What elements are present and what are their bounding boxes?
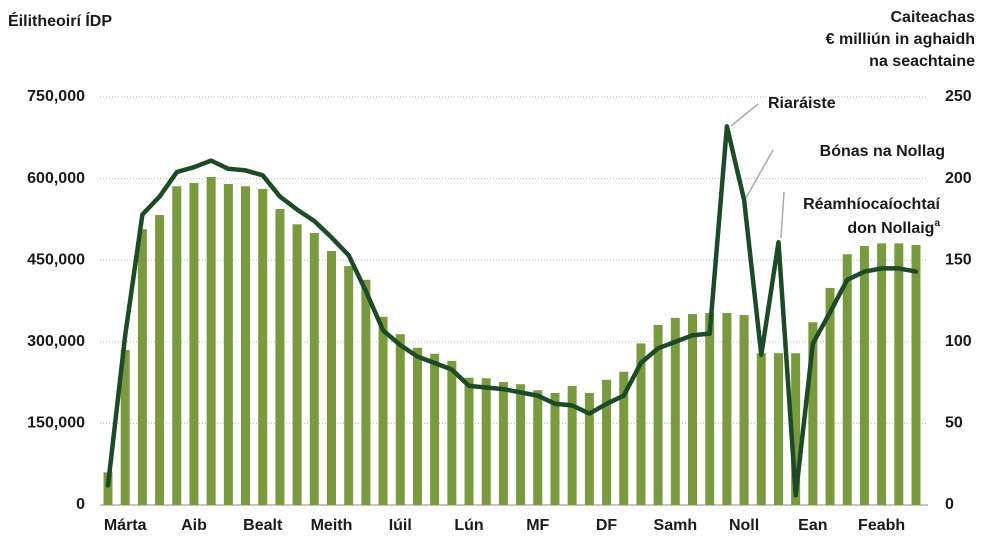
bar [292,224,302,505]
y2-tick-label: 50 [945,415,963,432]
bar [516,384,526,505]
annotation: Riaráiste [768,95,836,112]
x-tick-label: Iúil [389,517,412,534]
bar [447,360,457,505]
bar [739,315,749,505]
bar [859,246,869,505]
bar [361,279,371,505]
y-tick-label: 300,000 [27,333,85,350]
annotation-leader [745,149,774,199]
bar [808,322,818,505]
x-tick-label: Lún [454,517,483,534]
bar [326,250,336,505]
annotation-leader [780,191,785,239]
annotation-marker: a [934,218,940,229]
bar [842,254,852,505]
bar [206,176,216,505]
bar [911,244,921,505]
bar [309,233,319,505]
x-tick-label: Márta [104,517,147,534]
x-tick-label: Aib [181,517,207,534]
bar [533,390,543,505]
y2-axis-title: Caiteachas [891,9,976,26]
bar [670,317,680,505]
bar [877,243,887,505]
bar [550,392,560,505]
x-tick-label: Meith [311,517,353,534]
y-axis-title: Éilitheoirí ÍDP [8,11,112,30]
bar [412,347,422,505]
x-tick-label: Samh [654,517,698,534]
bar [189,182,199,505]
y2-axis-title: € milliún in aghaidh [826,31,975,48]
bar [103,472,113,505]
y2-tick-label: 100 [945,333,972,350]
bar [756,353,766,505]
bar [825,287,835,505]
bar [378,316,388,505]
bar [344,266,354,505]
bar [258,188,268,505]
y2-tick-label: 200 [945,170,972,187]
bar [705,312,715,505]
x-tick-label: DF [596,517,618,534]
annotation: Bónas na Nollag [820,143,945,160]
bar [722,312,732,505]
y-tick-label: 750,000 [27,88,85,105]
bar [155,215,165,505]
bar [602,379,612,505]
y2-tick-label: 150 [945,251,972,268]
bar [688,314,698,505]
bar [498,382,508,505]
bar [430,353,440,505]
bar [791,353,801,505]
bar [223,184,233,506]
bar [120,349,130,505]
bar [894,243,904,505]
annotation: Réamhíocaíochtaí [803,196,940,213]
x-tick-label: MF [526,517,549,534]
y-tick-label: 0 [76,496,85,513]
bar [567,385,577,505]
y-tick-label: 150,000 [27,415,85,432]
y2-tick-label: 250 [945,88,972,105]
annotation: don Nollaiga [847,218,940,237]
bar [275,209,285,505]
bar [395,334,405,505]
bar [584,392,594,505]
x-tick-label: Bealt [243,517,283,534]
bar [653,324,663,505]
bar [636,343,646,505]
bar [619,371,629,505]
x-tick-label: Feabh [858,517,905,534]
x-tick-label: Ean [798,517,827,534]
y-tick-label: 450,000 [27,251,85,268]
y2-tick-label: 0 [945,496,954,513]
x-tick-label: Noll [729,517,759,534]
annotation-leader [730,103,759,127]
bar [137,229,147,505]
line [105,124,919,498]
y2-axis-title: na seachtaine [869,53,975,70]
bar [464,377,474,505]
bar [241,186,251,505]
y-tick-label: 600,000 [27,170,85,187]
bar [481,378,491,505]
bar [172,186,182,505]
bar [773,353,783,505]
